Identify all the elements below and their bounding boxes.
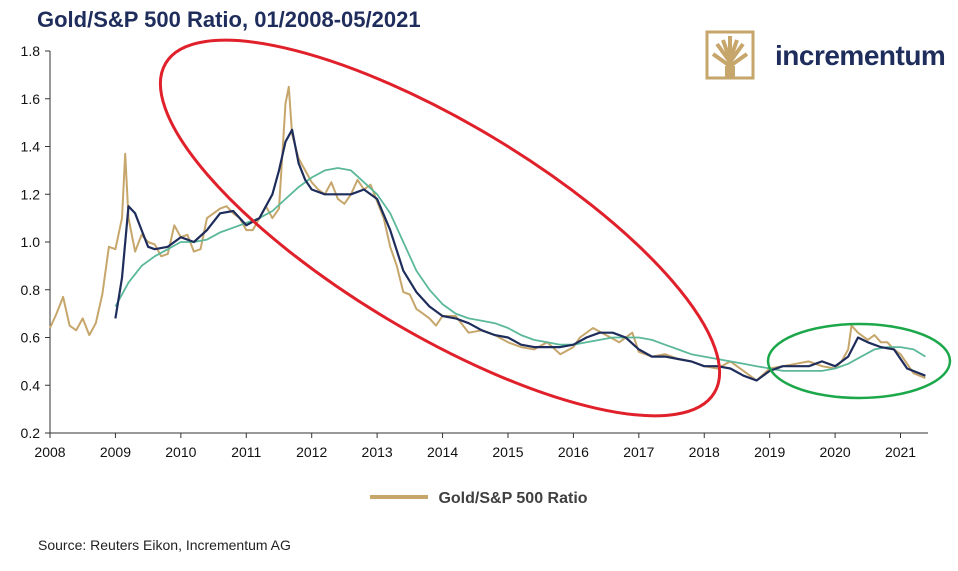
y-tick-label: 1.4 xyxy=(21,139,41,155)
x-tick-label: 2010 xyxy=(165,444,196,460)
x-tick-label: 2021 xyxy=(885,444,916,460)
legend-label: Gold/S&P 500 Ratio xyxy=(438,490,588,507)
x-tick-label: 2011 xyxy=(231,444,261,460)
incrementum-logo: incrementum xyxy=(705,30,946,82)
legend: Gold/S&P 500 Ratio xyxy=(0,490,958,508)
y-tick-label: 1.2 xyxy=(21,186,41,202)
series-line-short-ma xyxy=(114,128,926,382)
x-tick-label: 2012 xyxy=(296,444,327,460)
y-tick-label: 0.6 xyxy=(21,330,41,346)
tree-icon xyxy=(705,30,755,80)
y-tick-label: 1.0 xyxy=(21,234,41,250)
series-lines xyxy=(49,85,926,382)
x-tick-label: 2014 xyxy=(427,444,458,460)
x-tick-label: 2013 xyxy=(362,444,393,460)
x-tick-label: 2009 xyxy=(100,444,131,460)
y-tick-label: 0.8 xyxy=(21,282,41,298)
x-tick-label: 2015 xyxy=(492,444,523,460)
x-tick-label: 2017 xyxy=(623,444,654,460)
series-line-gold-sp500-ratio xyxy=(49,85,926,382)
axes: 0.2 0.4 0.6 0.8 1.0 1.2 1.4 1.6 1.8 2008 2009 2010 2… xyxy=(21,43,928,460)
annotations xyxy=(158,38,952,418)
green-ellipse-annotation xyxy=(766,322,952,400)
x-tick-label: 2020 xyxy=(820,444,851,460)
source-note: Source: Reuters Eikon, Incrementum AG xyxy=(38,537,291,553)
y-tick-label: 1.8 xyxy=(21,43,41,59)
chart-title: Gold/S&P 500 Ratio, 01/2008-05/2021 xyxy=(37,7,421,32)
y-tick-label: 1.6 xyxy=(21,91,41,107)
chart-plot: 0.2 0.4 0.6 0.8 1.0 1.2 1.4 1.6 1.8 2008 2009 2010 2… xyxy=(21,38,952,460)
y-tick-label: 0.2 xyxy=(21,425,41,441)
series-line-long-ma xyxy=(114,167,926,372)
y-tick-label: 0.4 xyxy=(21,377,41,393)
x-tick-label: 2019 xyxy=(754,444,785,460)
red-ellipse-annotation xyxy=(158,38,722,418)
x-tick-label: 2018 xyxy=(689,444,720,460)
x-tick-label: 2016 xyxy=(558,444,589,460)
x-tick-label: 2008 xyxy=(34,444,65,460)
legend-swatch-ratio xyxy=(370,494,429,499)
brand-name: incrementum xyxy=(775,40,946,71)
